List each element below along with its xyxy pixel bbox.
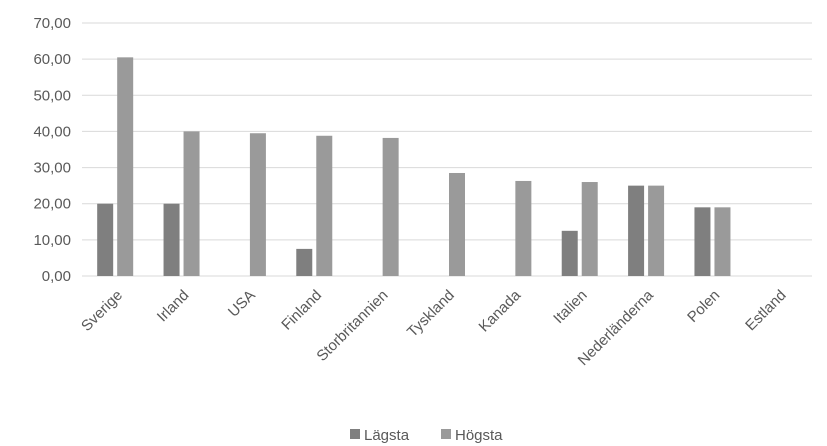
y-axis-labels: 0,00 10,00 20,00 30,00 40,00 50,00 60,00 70,00 <box>33 15 71 285</box>
bar-högsta-5 <box>449 172 465 276</box>
y-tick-label: 60,00 <box>33 51 71 68</box>
bar-lägsta-9 <box>694 207 711 276</box>
bars <box>97 57 731 277</box>
legend-swatch-lägsta <box>350 429 360 439</box>
bar-lägsta-3 <box>296 248 313 276</box>
legend-label: Högsta <box>455 427 503 444</box>
bar-högsta-1 <box>183 131 200 276</box>
bar-lägsta-8 <box>628 185 645 276</box>
bar-högsta-2 <box>249 133 266 276</box>
x-tick-label: Finland <box>278 287 325 334</box>
bar-högsta-4 <box>382 137 399 276</box>
legend-swatch-högsta <box>441 429 451 439</box>
y-tick-label: 0,00 <box>42 268 71 285</box>
bar-lägsta-0 <box>97 203 114 276</box>
x-tick-label: Estland <box>742 287 789 334</box>
y-tick-label: 50,00 <box>33 87 71 104</box>
bar-högsta-0 <box>117 57 134 277</box>
bar-högsta-8 <box>648 185 665 276</box>
x-tick-label: Italien <box>550 287 590 327</box>
legend: Lägsta Högsta <box>350 427 503 444</box>
gridlines <box>82 22 812 277</box>
bar-högsta-6 <box>515 180 532 276</box>
x-tick-label: Sverige <box>78 287 126 335</box>
x-tick-label: Polen <box>684 287 723 326</box>
bar-lägsta-7 <box>561 230 578 276</box>
y-tick-label: 40,00 <box>33 123 71 140</box>
x-tick-label: Storbritannien <box>313 287 391 365</box>
x-tick-label: Tyskland <box>404 287 458 341</box>
bar-högsta-7 <box>581 182 598 276</box>
x-tick-label: Irland <box>154 287 193 326</box>
bar-högsta-9 <box>714 207 731 276</box>
bar-lägsta-1 <box>163 203 180 276</box>
x-tick-label: Kanada <box>476 286 525 335</box>
y-tick-label: 20,00 <box>33 196 71 213</box>
x-tick-label: USA <box>225 287 259 321</box>
y-tick-label: 30,00 <box>33 160 71 177</box>
legend-label: Lägsta <box>364 427 410 444</box>
y-tick-label: 10,00 <box>33 232 71 249</box>
bar-högsta-3 <box>316 135 333 276</box>
y-tick-label: 70,00 <box>33 15 71 32</box>
